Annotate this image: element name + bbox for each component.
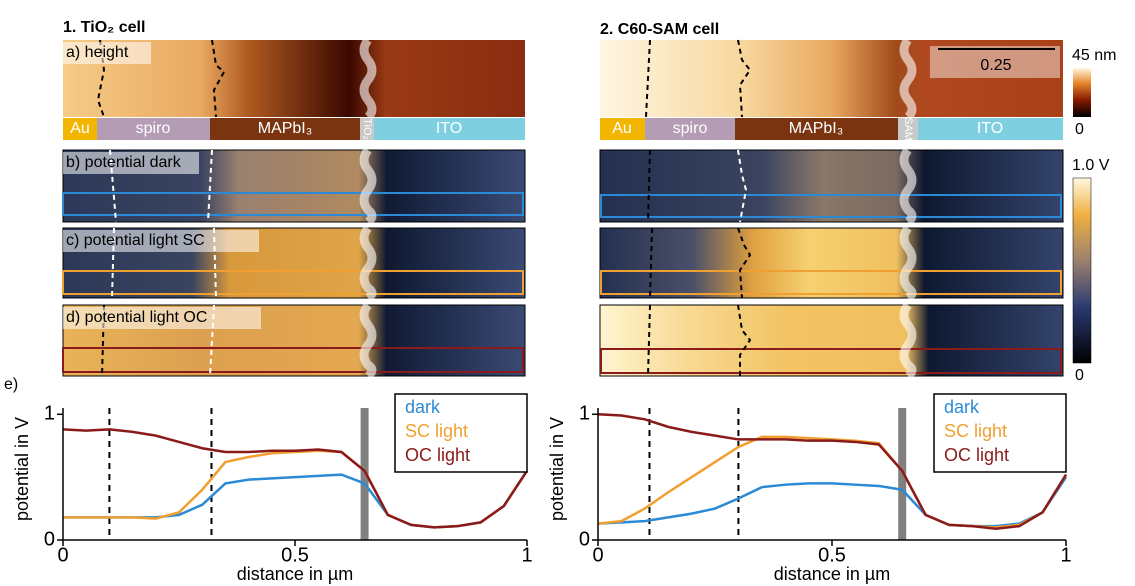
legend-box <box>394 393 528 473</box>
series-line <box>597 413 1068 530</box>
layer-label: MAPbI₃ <box>789 120 844 137</box>
map-shape <box>899 37 917 380</box>
y-tick-label: 0 <box>579 528 590 550</box>
legend-label: OC light <box>405 445 470 465</box>
map-shape <box>63 42 151 64</box>
map-shape <box>1073 68 1091 117</box>
panel-label: d) potential light OC <box>66 309 207 326</box>
scale-bar-label: 0.25 <box>980 57 1011 74</box>
colorbar-label: 0 <box>1075 367 1084 384</box>
y-tick-label: 1 <box>44 403 55 425</box>
series-line <box>597 476 1068 528</box>
layer-label: MAPbI₃ <box>258 120 313 137</box>
map-shape <box>210 118 360 140</box>
layer-label: Au <box>70 120 90 137</box>
colorbar-label: 45 nm <box>1072 47 1116 64</box>
x-tick-label: 0.5 <box>281 544 309 566</box>
map-shape <box>62 347 524 373</box>
interface-band <box>898 408 907 540</box>
map-shape <box>374 118 525 140</box>
map-shape <box>1072 177 1092 364</box>
panel-label: c) potential light SC <box>66 232 205 249</box>
map-shape <box>63 118 97 140</box>
panel-label: a) height <box>66 44 129 61</box>
map-shape <box>359 37 377 380</box>
y-axis-title: potential in V <box>547 417 567 521</box>
chart-label: e) <box>4 376 18 393</box>
column-title: 2. C60-SAM cell <box>600 21 719 38</box>
y-axis-title: potential in V <box>12 417 32 521</box>
layer-label: Au <box>612 120 632 137</box>
x-tick-label: 1 <box>1060 544 1071 566</box>
legend-box <box>933 393 1067 473</box>
map-shape <box>599 149 1064 223</box>
x-axis-title: distance in µm <box>237 564 353 584</box>
map-shape <box>600 348 1062 374</box>
interface-band <box>360 408 369 540</box>
map-shape <box>63 307 261 329</box>
x-tick-label: 1 <box>521 544 532 566</box>
map-shape <box>62 227 526 299</box>
map-shape <box>645 118 735 140</box>
map-shape <box>600 270 1062 295</box>
column-title: 1. TiO₂ cell <box>63 19 145 36</box>
legend-label: SC light <box>405 421 468 441</box>
map-shape <box>918 118 1063 140</box>
layer-label: TiO₂ <box>361 118 373 140</box>
x-tick-label: 0.5 <box>818 544 846 566</box>
legend-label: SC light <box>944 421 1007 441</box>
left-maps <box>62 37 526 380</box>
map-shape <box>360 118 374 140</box>
right-maps <box>599 37 1092 380</box>
panel-labels <box>63 42 261 329</box>
map-shape <box>600 118 645 140</box>
layer-label: spiro <box>673 120 708 137</box>
legend-label: dark <box>944 397 980 417</box>
map-shape <box>599 304 1064 377</box>
map-shape <box>600 40 1063 117</box>
map-shape <box>930 46 1060 78</box>
map-shape <box>211 39 226 118</box>
map-shape <box>96 39 106 118</box>
y-tick-label: 0 <box>44 528 55 550</box>
series-line <box>63 470 529 529</box>
x-axis-title: distance in µm <box>774 564 890 584</box>
layer-label: ITO <box>436 120 462 137</box>
map-shape <box>62 270 524 295</box>
map-shape <box>599 227 1064 299</box>
layer-label: ITO <box>977 120 1003 137</box>
layer-label: SAM <box>902 117 914 141</box>
layer-label: spiro <box>136 120 171 137</box>
legend-label: dark <box>405 397 441 417</box>
map-shape <box>62 192 524 216</box>
x-tick-label: 0 <box>592 544 603 566</box>
series-line <box>62 428 529 529</box>
map-shape <box>63 230 259 252</box>
map-shape <box>735 118 898 140</box>
map-shape <box>737 149 748 223</box>
colorbar-label: 1.0 V <box>1072 157 1110 174</box>
map-shape <box>898 118 918 140</box>
colorbar-label: 0 <box>1075 121 1084 138</box>
map-shape <box>97 118 210 140</box>
x-tick-label: 0 <box>57 544 68 566</box>
legend-label: OC light <box>944 445 1009 465</box>
map-shape <box>63 152 199 174</box>
map-shape <box>737 39 752 376</box>
y-tick-label: 1 <box>579 403 590 425</box>
map-shape <box>645 39 653 377</box>
map-shape <box>600 194 1062 218</box>
panel-label: b) potential dark <box>66 154 182 171</box>
